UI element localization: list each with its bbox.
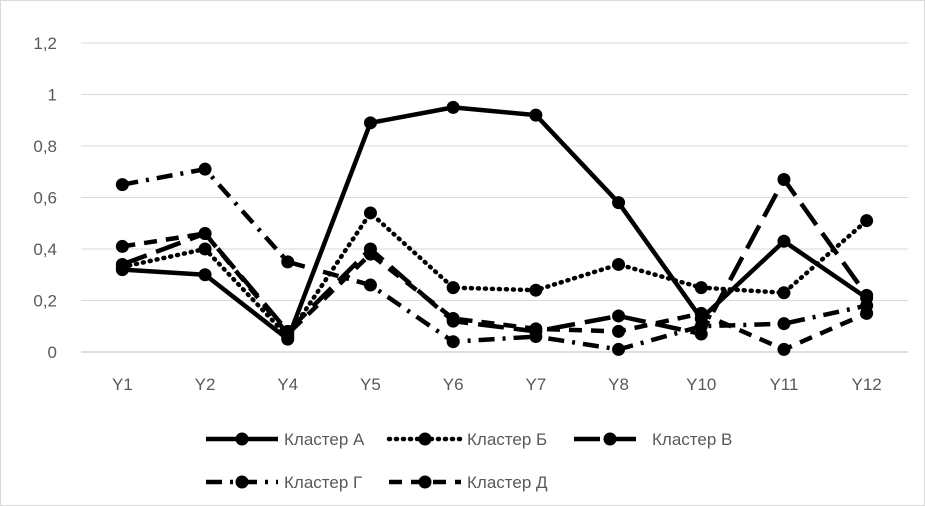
y-tick-label: 0,8 bbox=[33, 137, 57, 156]
data-point bbox=[777, 234, 791, 248]
series-line bbox=[120, 210, 869, 339]
legend-label: Кластер А bbox=[284, 430, 365, 449]
legend-label: Кластер Д bbox=[467, 473, 548, 492]
data-point bbox=[612, 309, 626, 323]
legend-item-1: Кластер А bbox=[206, 430, 365, 449]
y-tick-label: 1 bbox=[48, 86, 57, 105]
legend-label: Кластер Г bbox=[284, 473, 362, 492]
legend-marker bbox=[235, 432, 249, 446]
data-point bbox=[198, 242, 212, 256]
series-5 bbox=[115, 227, 874, 356]
legend-marker bbox=[418, 432, 432, 446]
x-tick-label: Y2 bbox=[195, 375, 216, 394]
data-point bbox=[363, 247, 377, 261]
data-point bbox=[363, 206, 377, 220]
legend-item-2: Кластер Б bbox=[386, 430, 547, 449]
data-point bbox=[694, 319, 708, 333]
data-point bbox=[694, 306, 708, 320]
series-line bbox=[122, 231, 868, 352]
data-point bbox=[198, 227, 212, 241]
data-point bbox=[198, 268, 212, 282]
data-point bbox=[777, 317, 791, 331]
data-point bbox=[860, 288, 874, 302]
data-point bbox=[860, 306, 874, 320]
data-point bbox=[860, 214, 874, 228]
x-tick-label: Y10 bbox=[686, 375, 716, 394]
series-group bbox=[115, 100, 874, 356]
series-3 bbox=[115, 172, 874, 341]
series-2 bbox=[115, 206, 874, 344]
legend-item-4: Кластер Г bbox=[206, 473, 362, 492]
data-point bbox=[363, 278, 377, 292]
legend-item-5: Кластер Д bbox=[389, 473, 548, 492]
series-line bbox=[121, 177, 869, 337]
data-point bbox=[446, 335, 460, 349]
data-point bbox=[115, 257, 129, 271]
y-tick-label: 0,4 bbox=[33, 240, 57, 259]
data-point bbox=[363, 116, 377, 130]
legend-item-3: Кластер В bbox=[574, 430, 732, 449]
data-point bbox=[198, 162, 212, 176]
data-point bbox=[446, 281, 460, 295]
x-tick-label: Y4 bbox=[277, 375, 298, 394]
data-point bbox=[281, 327, 295, 341]
x-axis-ticks: Y1 Y2 Y4 Y5 Y6 Y7 Y8 Y10 Y11 Y12 bbox=[112, 375, 882, 394]
series-line bbox=[121, 166, 868, 352]
data-point bbox=[529, 322, 543, 336]
gridlines bbox=[81, 42, 908, 353]
x-tick-label: Y7 bbox=[525, 375, 546, 394]
data-point bbox=[777, 286, 791, 300]
y-tick-label: 0,6 bbox=[33, 189, 57, 208]
data-point bbox=[777, 172, 791, 186]
series-1 bbox=[115, 100, 874, 346]
y-axis-ticks: 0 0,2 0,4 0,6 0,8 1 1,2 bbox=[33, 34, 57, 362]
x-tick-label: Y5 bbox=[360, 375, 381, 394]
x-tick-label: Y1 bbox=[112, 375, 133, 394]
x-tick-label: Y8 bbox=[608, 375, 629, 394]
data-point bbox=[115, 239, 129, 253]
series-line bbox=[122, 105, 868, 342]
data-point bbox=[694, 281, 708, 295]
x-tick-label: Y12 bbox=[852, 375, 882, 394]
data-point bbox=[446, 312, 460, 326]
data-point bbox=[115, 178, 129, 192]
y-tick-label: 0 bbox=[48, 343, 57, 362]
data-point bbox=[529, 283, 543, 297]
legend: Кластер А Кластер Б Кластер В Кластер Г Клас… bbox=[206, 430, 732, 492]
legend-marker bbox=[603, 432, 617, 446]
legend-label: Кластер В bbox=[652, 430, 732, 449]
legend-label: Кластер Б bbox=[467, 430, 547, 449]
data-point bbox=[612, 324, 626, 338]
data-point bbox=[446, 100, 460, 114]
legend-marker bbox=[418, 475, 432, 489]
y-tick-label: 0,2 bbox=[33, 292, 57, 311]
y-tick-label: 1,2 bbox=[33, 34, 57, 53]
legend-marker bbox=[235, 475, 249, 489]
data-point bbox=[777, 342, 791, 356]
x-tick-label: Y6 bbox=[443, 375, 464, 394]
data-point bbox=[612, 257, 626, 271]
x-tick-label: Y11 bbox=[769, 375, 798, 394]
data-point bbox=[281, 255, 295, 269]
data-point bbox=[612, 196, 626, 210]
data-point bbox=[529, 108, 543, 122]
data-point bbox=[612, 342, 626, 356]
